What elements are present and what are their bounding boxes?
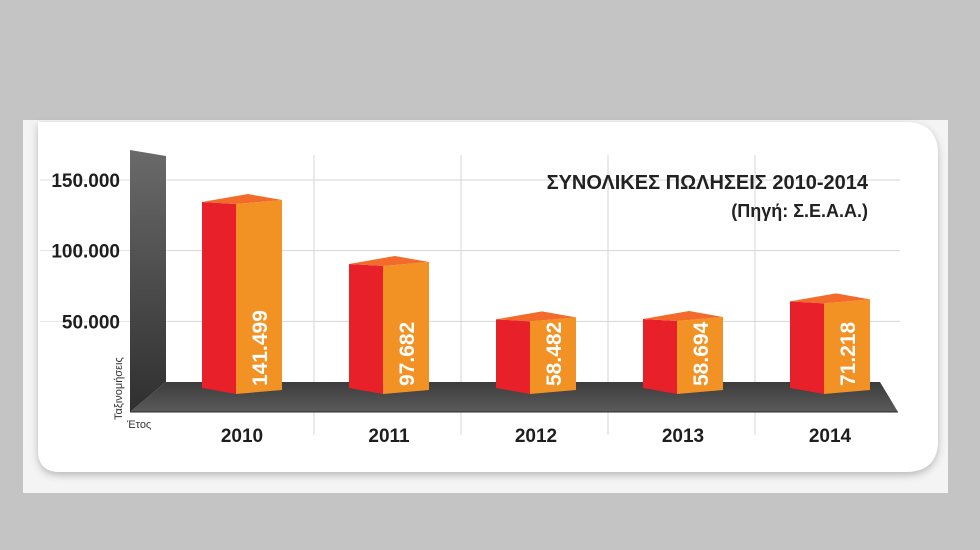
bar-group xyxy=(496,311,576,394)
bar-group xyxy=(790,293,870,394)
bar-top xyxy=(349,255,429,266)
x-tick-label: 2014 xyxy=(809,426,852,447)
bar-front xyxy=(643,319,677,394)
bar-side xyxy=(236,200,282,394)
bar-front xyxy=(790,301,824,394)
chart-subtitle: (Πηγή: Σ.Ε.Α.Α.) xyxy=(731,201,868,221)
bar-front xyxy=(202,202,236,394)
bar-group xyxy=(202,194,282,394)
bar-value-label: 58.482 xyxy=(543,322,566,386)
bar-side xyxy=(530,317,576,394)
bar-top xyxy=(643,311,723,322)
bar-side xyxy=(824,299,870,394)
y-axis-label: Ταξινομήσεις xyxy=(113,357,125,420)
bar-top xyxy=(790,293,870,304)
y-tick-label: 150.000 xyxy=(51,171,120,192)
bar-value-label: 58.694 xyxy=(690,321,713,386)
chart-title: ΣΥΝΟΛΙΚΕΣ ΠΩΛΗΣΕΙΣ 2010-2014 xyxy=(547,172,869,194)
bar-value-label: 71.218 xyxy=(837,321,860,386)
x-tick-label: 2011 xyxy=(368,426,410,447)
bar-front xyxy=(496,319,530,394)
bar-side xyxy=(677,317,723,394)
x-tick-label: 2010 xyxy=(221,426,263,447)
bar-top xyxy=(496,311,576,322)
left-wall xyxy=(130,150,166,412)
bar-group xyxy=(349,255,429,394)
y-tick-label: 50.000 xyxy=(62,312,120,333)
bar-side xyxy=(383,261,429,394)
x-tick-label: 2013 xyxy=(662,426,704,447)
x-tick-label: 2012 xyxy=(515,426,557,447)
bar-front xyxy=(349,263,383,394)
bars xyxy=(202,194,870,394)
y-tick-label: 100.000 xyxy=(51,242,120,263)
bar-value-label: 141.499 xyxy=(249,310,272,386)
bar-top xyxy=(202,194,282,205)
chart-text: 50.000 100.000 150.000 141.499 2010 97.682 201… xyxy=(51,171,860,447)
bar-group xyxy=(643,311,723,394)
x-axis-label: Έτος xyxy=(126,419,151,431)
bar-value-label: 97.682 xyxy=(396,322,419,386)
